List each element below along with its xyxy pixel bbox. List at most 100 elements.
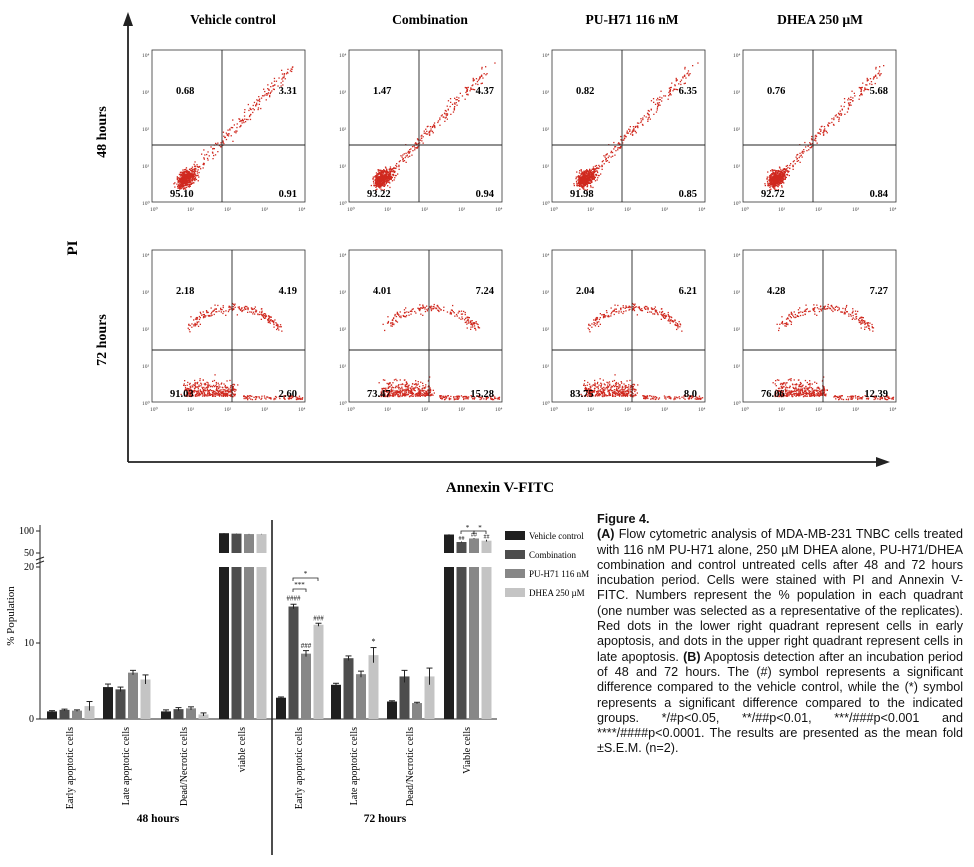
dot bbox=[781, 176, 783, 178]
dot bbox=[676, 328, 678, 331]
dot bbox=[267, 92, 270, 94]
dot bbox=[201, 386, 203, 389]
dot bbox=[597, 177, 599, 179]
dot bbox=[493, 398, 495, 401]
dot bbox=[404, 393, 407, 395]
dot bbox=[273, 80, 276, 82]
dot bbox=[395, 378, 397, 380]
dot bbox=[692, 396, 694, 399]
dot bbox=[418, 394, 420, 396]
dot bbox=[772, 179, 774, 181]
dot bbox=[624, 384, 626, 387]
dot bbox=[479, 396, 481, 398]
dot bbox=[607, 390, 609, 392]
dot bbox=[799, 155, 801, 157]
dot bbox=[581, 173, 583, 175]
dot bbox=[831, 118, 833, 120]
dot bbox=[415, 380, 417, 382]
dot bbox=[849, 102, 851, 104]
dot bbox=[595, 173, 597, 176]
dot bbox=[423, 389, 425, 392]
dot bbox=[605, 395, 607, 397]
dot bbox=[612, 155, 614, 157]
dot bbox=[819, 133, 821, 135]
dot bbox=[622, 387, 624, 389]
dot bbox=[455, 99, 457, 101]
dot bbox=[689, 73, 691, 75]
dot bbox=[590, 185, 592, 187]
dot bbox=[378, 180, 380, 182]
dot bbox=[277, 327, 279, 329]
dot bbox=[647, 114, 650, 116]
dot bbox=[604, 389, 606, 391]
dot bbox=[182, 187, 184, 189]
dot bbox=[483, 398, 485, 400]
dot bbox=[419, 391, 421, 393]
dot bbox=[586, 185, 589, 187]
x-tick-label: 10² bbox=[421, 207, 429, 213]
dot bbox=[215, 142, 217, 145]
dot bbox=[663, 316, 665, 319]
dot bbox=[389, 166, 392, 168]
x-tick-label: 10¹ bbox=[778, 207, 786, 213]
dot bbox=[378, 382, 380, 384]
dot bbox=[634, 306, 636, 308]
dot bbox=[585, 394, 587, 396]
big-x-arrow bbox=[876, 457, 890, 467]
dot bbox=[784, 173, 786, 175]
dot bbox=[586, 181, 588, 183]
dot bbox=[379, 169, 381, 171]
y-tick-label: 10³ bbox=[733, 90, 741, 96]
dot bbox=[588, 383, 591, 385]
dot bbox=[597, 390, 599, 392]
dot bbox=[606, 395, 609, 397]
dot bbox=[213, 313, 215, 316]
dot bbox=[187, 327, 189, 329]
dot bbox=[196, 172, 199, 174]
dot bbox=[593, 168, 595, 170]
dot bbox=[250, 113, 252, 116]
dot bbox=[608, 386, 610, 388]
dot bbox=[599, 389, 601, 391]
dot bbox=[232, 306, 234, 308]
dot bbox=[180, 177, 182, 179]
dot bbox=[766, 176, 768, 178]
dot bbox=[290, 397, 292, 399]
dot bbox=[586, 189, 588, 191]
dot bbox=[192, 176, 194, 178]
dot bbox=[182, 185, 184, 188]
dot bbox=[189, 395, 191, 397]
condition-header: DHEA 250 µM bbox=[777, 12, 863, 27]
dot bbox=[697, 397, 699, 399]
dot bbox=[392, 168, 394, 170]
dot bbox=[612, 380, 614, 382]
dot bbox=[280, 395, 282, 397]
dot bbox=[188, 394, 190, 396]
dot bbox=[188, 186, 190, 188]
dot bbox=[229, 391, 231, 393]
dot bbox=[770, 180, 772, 183]
x-tick-label: 10³ bbox=[661, 207, 669, 213]
dot bbox=[381, 177, 383, 179]
dot bbox=[677, 397, 679, 399]
dot bbox=[768, 176, 770, 178]
dot bbox=[229, 395, 232, 397]
dot bbox=[214, 154, 217, 156]
dot bbox=[628, 309, 630, 311]
dot bbox=[235, 132, 237, 134]
dot bbox=[783, 176, 785, 178]
dot bbox=[296, 396, 298, 399]
dot bbox=[687, 397, 689, 399]
dot bbox=[229, 128, 231, 130]
dot bbox=[857, 398, 859, 401]
dot bbox=[598, 164, 600, 167]
dot bbox=[670, 86, 672, 89]
dot bbox=[244, 121, 247, 123]
dot bbox=[451, 103, 454, 105]
dot bbox=[619, 394, 621, 396]
dot bbox=[584, 182, 587, 184]
dot bbox=[602, 393, 604, 395]
dot bbox=[608, 389, 610, 391]
